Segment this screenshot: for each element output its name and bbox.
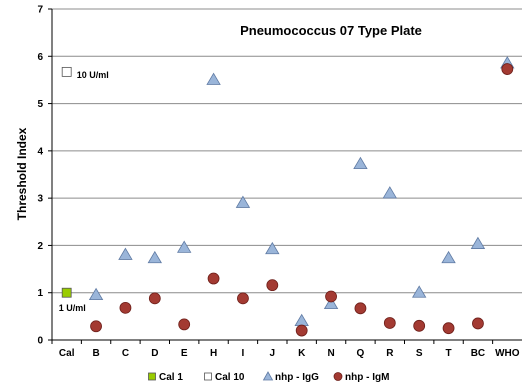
- point-nhp-igg-k: [294, 313, 309, 327]
- point-nhp-igm-bc: [472, 317, 484, 330]
- x-tick-BC: BC: [471, 348, 485, 359]
- legend-label-nhp-igm: nhp - IgM: [345, 372, 389, 383]
- y-tick-6: 6: [37, 52, 43, 63]
- point-nhp-igm-c: [119, 301, 132, 314]
- point-nhp-igm-b: [90, 320, 102, 333]
- x-tick-B: B: [92, 348, 99, 359]
- point-cal-1-cal: [61, 287, 72, 298]
- x-tick-D: D: [151, 348, 158, 359]
- point-nhp-igg-t: [441, 250, 456, 264]
- x-tick-S: S: [416, 348, 423, 359]
- y-tick-3: 3: [37, 194, 43, 205]
- point-nhp-igg-n: [323, 296, 339, 310]
- grid: [52, 8, 522, 294]
- legend-marker-cal-10: [204, 372, 212, 381]
- point-nhp-igg-i: [235, 195, 251, 208]
- x-tick-labels: Cal B C D E H I J K N Q R S T BC WHO: [59, 348, 520, 359]
- point-nhp-igm-q: [354, 302, 367, 315]
- data-points: [61, 56, 515, 337]
- legend: Cal 1 Cal 10 nhp - IgG nhp - IgM: [148, 371, 389, 383]
- point-nhp-igm-e: [178, 318, 191, 331]
- point-nhp-igm-who: [501, 63, 514, 75]
- point-nhp-igg-d: [147, 250, 163, 264]
- x-tick-T: T: [446, 348, 452, 359]
- x-tick-WHO: WHO: [495, 348, 520, 359]
- x-tick-Cal: Cal: [59, 348, 75, 359]
- annotations: 10 U/ml 1 U/ml: [59, 66, 109, 313]
- point-nhp-igg-e: [176, 240, 192, 253]
- point-nhp-igg-c: [118, 247, 133, 260]
- legend-marker-cal-1: [148, 372, 156, 381]
- point-nhp-igm-t: [442, 322, 455, 335]
- legend-marker-nhp-igg: [262, 371, 274, 381]
- y-tick-2: 2: [37, 241, 43, 252]
- y-tick-5: 5: [37, 99, 43, 110]
- point-nhp-igg-r: [382, 186, 398, 199]
- y-tick-labels: 0 1 2 3 4 5 6 7: [37, 5, 43, 347]
- point-nhp-igm-s: [413, 319, 426, 332]
- point-nhp-igm-h: [207, 272, 220, 285]
- x-tick-E: E: [181, 348, 188, 359]
- point-nhp-igm-d: [148, 292, 161, 305]
- point-nhp-igg-j: [265, 241, 280, 255]
- legend-label-cal-10: Cal 10: [215, 372, 245, 383]
- point-nhp-igg-bc: [470, 236, 486, 249]
- annotation-10-u-ml: 10 U/ml: [77, 70, 109, 80]
- x-tick-R: R: [386, 348, 394, 359]
- point-nhp-igm-k: [295, 324, 308, 337]
- y-axis-label: Threshold Index: [15, 127, 29, 220]
- x-tick-I: I: [242, 348, 245, 359]
- point-nhp-igg-b: [88, 287, 104, 301]
- x-tick-N: N: [327, 348, 334, 359]
- y-tick-1: 1: [37, 288, 43, 299]
- point-nhp-igg-s: [411, 285, 427, 298]
- x-tick-Q: Q: [357, 348, 365, 359]
- point-nhp-igm-j: [266, 279, 279, 292]
- y-tick-4: 4: [37, 146, 43, 157]
- legend-marker-nhp-igm: [333, 372, 343, 381]
- point-nhp-igg-h: [206, 72, 221, 85]
- point-nhp-igm-r: [383, 317, 396, 329]
- annotation-1-u-ml: 1 U/ml: [59, 303, 86, 313]
- y-tick-7: 7: [37, 5, 43, 16]
- point-nhp-igm-i: [237, 292, 249, 305]
- point-nhp-igg-q: [353, 156, 368, 170]
- x-tick-K: K: [298, 348, 306, 359]
- y-tick-0: 0: [37, 336, 43, 347]
- legend-label-cal-1: Cal 1: [159, 372, 183, 383]
- x-tick-J: J: [270, 348, 276, 359]
- point-nhp-igm-n: [325, 290, 337, 303]
- x-tick-H: H: [210, 348, 217, 359]
- annotation-marker-cal-10: [61, 66, 72, 77]
- axes: [48, 8, 522, 344]
- legend-label-nhp-igg: nhp - IgG: [275, 372, 319, 383]
- chart-title: Pneumococcus 07 Type Plate: [240, 23, 422, 38]
- x-tick-C: C: [122, 348, 129, 359]
